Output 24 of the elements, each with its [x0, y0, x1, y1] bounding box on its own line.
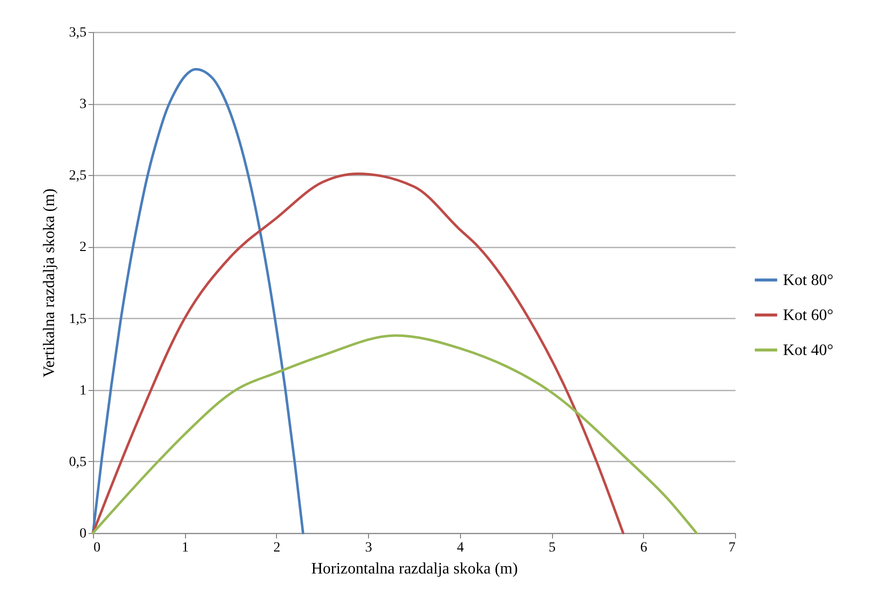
- x-tick-label: 7: [728, 540, 736, 556]
- y-axis-title: Vertikalna razdalja skoka (m): [41, 188, 58, 378]
- y-tick-label: 1,5: [69, 312, 86, 327]
- y-tick-label: 3: [80, 97, 86, 112]
- y-tick-label: 2,5: [69, 168, 86, 184]
- x-tick-label: 2: [273, 540, 280, 556]
- x-tick-label: 3: [365, 540, 372, 556]
- y-tick-label: 0: [80, 526, 86, 542]
- x-tick-label: 1: [182, 540, 189, 556]
- x-tick-label: 4: [456, 540, 464, 556]
- line-series: [92, 68, 304, 534]
- y-tick-label: 0,5: [69, 454, 86, 470]
- line-series: [92, 334, 698, 534]
- x-axis-title: Horizontalna razdalja skoka (m): [311, 560, 518, 578]
- x-tick-label: 0: [94, 540, 100, 556]
- line-series: [92, 172, 624, 534]
- legend-label: Kot 80°: [783, 272, 834, 289]
- y-tick-label: 3,5: [69, 26, 86, 40]
- x-tick-label: 5: [548, 540, 556, 556]
- x-tick-label: 6: [640, 540, 648, 556]
- y-tick-label: 2: [80, 240, 86, 256]
- y-tick-label: 1: [80, 383, 86, 398]
- legend-label: Kot 40°: [783, 342, 834, 359]
- legend-label: Kot 60°: [783, 307, 834, 324]
